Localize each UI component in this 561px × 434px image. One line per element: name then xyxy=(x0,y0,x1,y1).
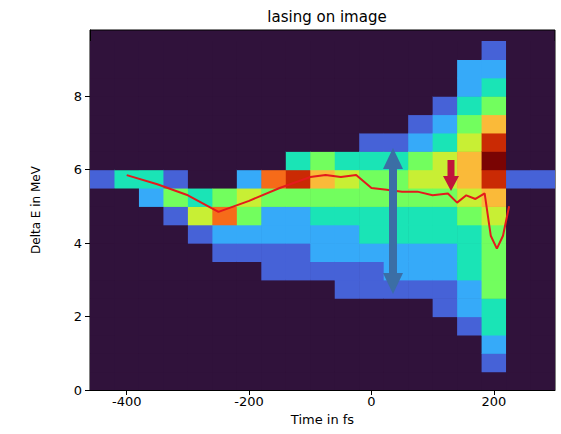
svg-text:0: 0 xyxy=(74,383,82,398)
svg-text:2: 2 xyxy=(74,309,82,324)
svg-text:-200: -200 xyxy=(234,394,264,409)
svg-text:lasing on image: lasing on image xyxy=(267,8,386,26)
svg-text:8: 8 xyxy=(74,89,82,104)
svg-text:6: 6 xyxy=(74,162,82,177)
svg-text:Delta E in MeV: Delta E in MeV xyxy=(29,165,43,254)
svg-text:-400: -400 xyxy=(112,394,142,409)
svg-text:0: 0 xyxy=(367,394,375,409)
svg-text:200: 200 xyxy=(481,394,506,409)
svg-text:Time in fs: Time in fs xyxy=(290,412,355,427)
svg-text:4: 4 xyxy=(74,236,82,251)
